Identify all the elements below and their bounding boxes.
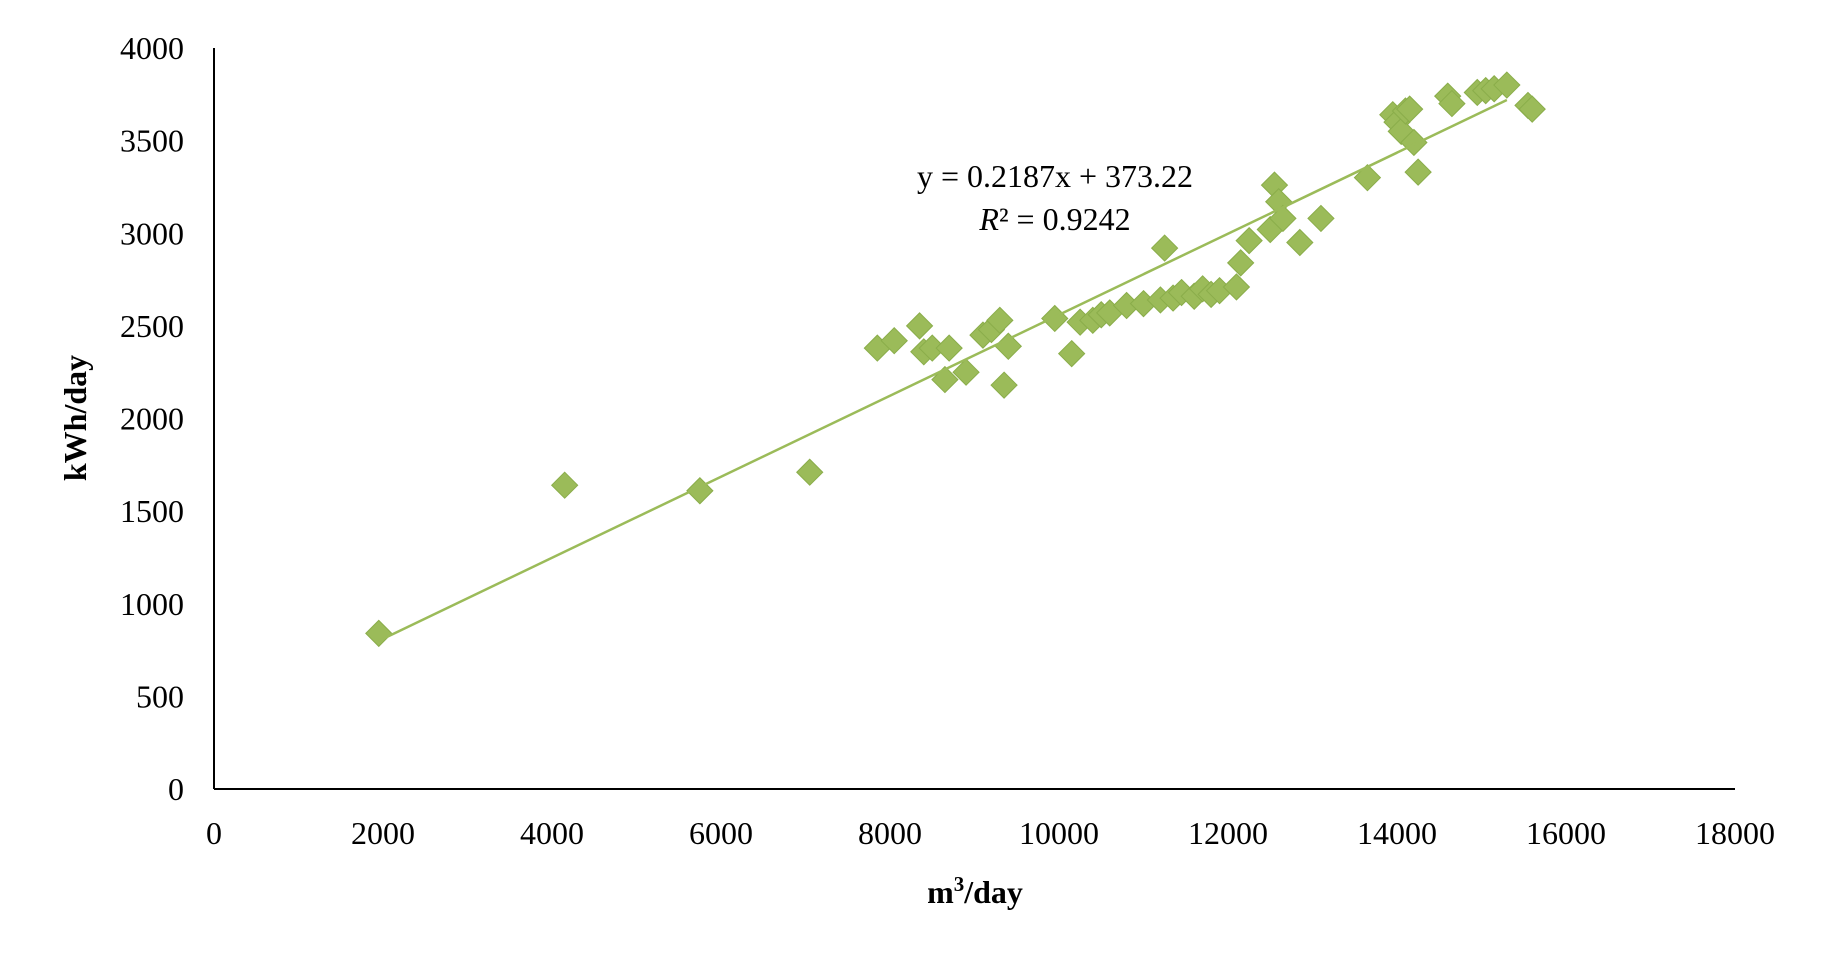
data-point bbox=[1222, 273, 1251, 301]
x-tick-label: 18000 bbox=[1695, 815, 1775, 851]
data-point bbox=[994, 332, 1023, 360]
data-points bbox=[365, 71, 1546, 648]
data-point bbox=[1353, 163, 1382, 192]
data-point bbox=[880, 326, 908, 355]
data-point bbox=[1518, 95, 1546, 123]
x-tick-label: 12000 bbox=[1188, 815, 1268, 851]
data-point bbox=[1041, 304, 1069, 333]
y-tick-label: 4000 bbox=[120, 30, 184, 66]
trendline-equation: y = 0.2187x + 373.22 bbox=[917, 158, 1193, 194]
data-point bbox=[796, 458, 824, 486]
x-axis-title-superscript: 3 bbox=[954, 872, 965, 896]
x-axis-title-main: m bbox=[927, 874, 954, 910]
y-tick-label: 3500 bbox=[120, 123, 184, 159]
x-tick-label: 0 bbox=[206, 815, 222, 851]
y-tick-label: 2500 bbox=[120, 308, 184, 344]
r-squared-symbol: R bbox=[978, 201, 999, 237]
data-point bbox=[550, 471, 579, 499]
data-point bbox=[1438, 89, 1466, 118]
x-tick-label: 8000 bbox=[858, 815, 922, 851]
data-point bbox=[1493, 71, 1521, 99]
data-point bbox=[365, 619, 393, 648]
data-point bbox=[1395, 95, 1424, 123]
r-squared-value: ² = 0.9242 bbox=[999, 201, 1131, 237]
data-point bbox=[1150, 234, 1179, 262]
y-tick-label: 1000 bbox=[120, 586, 184, 622]
y-tick-label: 3000 bbox=[120, 215, 184, 251]
y-tick-label: 0 bbox=[168, 771, 184, 807]
data-point bbox=[1235, 226, 1263, 255]
x-axis-title: m3/day bbox=[927, 872, 1023, 910]
x-tick-label: 4000 bbox=[520, 815, 584, 851]
y-tick-label: 1500 bbox=[120, 493, 184, 529]
x-tick-label: 14000 bbox=[1357, 815, 1437, 851]
x-tick-label: 10000 bbox=[1019, 815, 1099, 851]
y-tick-labels: 0 500 1000 1500 2000 2500 3000 3500 4000 bbox=[120, 30, 184, 807]
data-point bbox=[1226, 249, 1255, 277]
data-point bbox=[935, 334, 963, 362]
x-axis-title-rest: /day bbox=[963, 874, 1023, 910]
data-point bbox=[1404, 158, 1432, 186]
data-point bbox=[1057, 339, 1086, 368]
x-tick-label: 16000 bbox=[1526, 815, 1606, 851]
r-squared-label: R² = 0.9242 bbox=[978, 201, 1130, 237]
data-point bbox=[990, 371, 1018, 399]
y-tick-label: 2000 bbox=[120, 401, 184, 437]
data-point bbox=[1286, 228, 1314, 257]
x-tick-label: 6000 bbox=[689, 815, 753, 851]
y-tick-label: 500 bbox=[136, 678, 184, 714]
data-point bbox=[905, 312, 934, 340]
y-axis-title: kWh/day bbox=[57, 355, 93, 481]
trendline bbox=[378, 98, 1508, 642]
data-point bbox=[1307, 204, 1335, 233]
data-point bbox=[1269, 204, 1297, 233]
data-point bbox=[986, 306, 1014, 335]
axes bbox=[213, 48, 1735, 790]
x-tick-labels: 0 2000 4000 6000 8000 10000 12000 14000 16000 180… bbox=[206, 815, 1775, 851]
data-point bbox=[952, 358, 980, 386]
x-tick-label: 2000 bbox=[351, 815, 415, 851]
